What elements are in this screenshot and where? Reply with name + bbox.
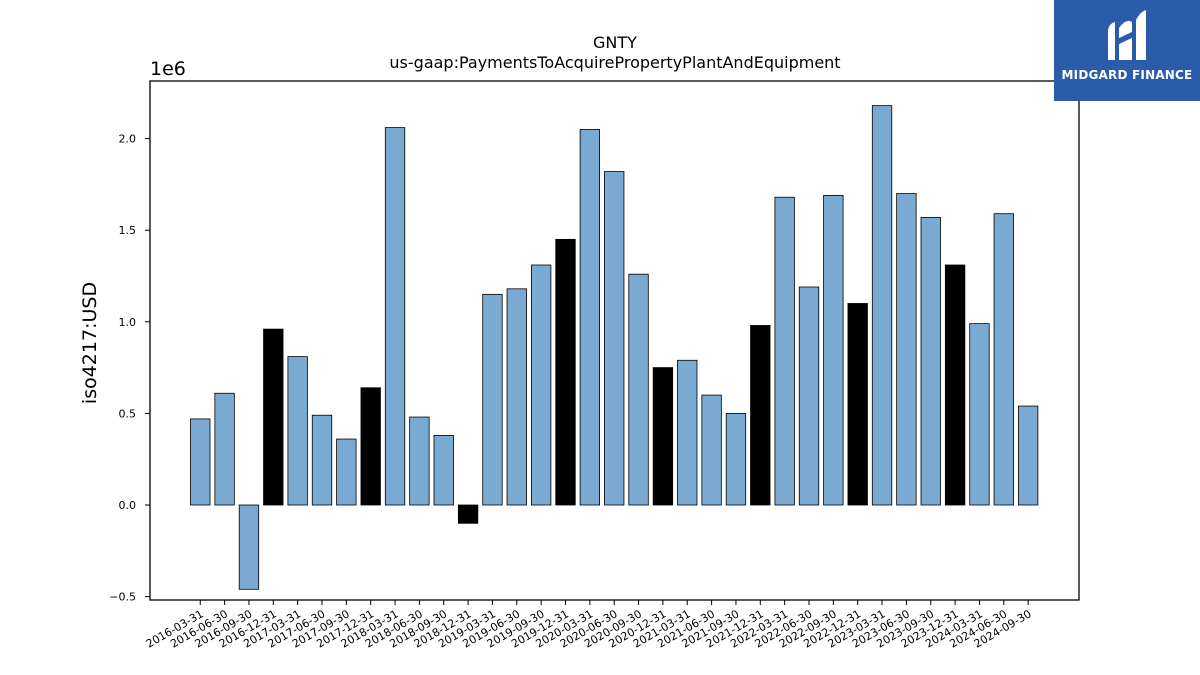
bar-2017-12-31 bbox=[360, 387, 381, 506]
bar-2017-06-30 bbox=[311, 414, 333, 506]
x-axis-ticks: 2016-03-312016-06-302016-09-302016-12-31… bbox=[144, 600, 1034, 651]
bar-2022-09-30 bbox=[823, 194, 844, 506]
bar-2022-12-31 bbox=[847, 303, 868, 506]
bar-2023-12-31 bbox=[944, 264, 966, 506]
bar-2024-03-31 bbox=[969, 323, 990, 506]
bar-2020-09-30 bbox=[628, 273, 649, 506]
bar-2019-03-31 bbox=[482, 293, 503, 506]
bar-2020-12-31 bbox=[652, 367, 674, 506]
chart-title: GNTY bbox=[593, 33, 637, 52]
bar-2019-09-30 bbox=[531, 264, 552, 506]
bar-2017-03-31 bbox=[287, 356, 308, 506]
bar-2016-06-30 bbox=[214, 392, 235, 506]
bars-group bbox=[190, 105, 1039, 590]
y-axis-ticks: −0.5 0.0 0.5 1.0 1.5 2.0 bbox=[109, 133, 150, 604]
y-tick-label: 0.5 bbox=[119, 407, 137, 420]
y-tick-label: 0.0 bbox=[119, 499, 137, 512]
y-tick-label: 2.0 bbox=[119, 133, 137, 146]
y-tick-label: 1.0 bbox=[119, 316, 137, 329]
bar-2022-06-30 bbox=[798, 286, 820, 506]
bar-2016-03-31 bbox=[190, 418, 211, 506]
bar-2024-09-30 bbox=[1018, 405, 1039, 506]
bar-2020-06-30 bbox=[604, 171, 625, 506]
bar-2016-12-31 bbox=[263, 328, 284, 506]
bar-2019-06-30 bbox=[506, 288, 527, 506]
bar-2024-06-30 bbox=[993, 213, 1014, 506]
bar-2023-03-31 bbox=[871, 105, 893, 506]
midgard-finance-logo: MIDGARD FINANCE bbox=[1054, 0, 1200, 101]
bar-2019-12-31 bbox=[555, 238, 576, 506]
bar-2023-06-30 bbox=[896, 193, 917, 506]
bar-2022-03-31 bbox=[774, 196, 795, 506]
bar-2020-03-31 bbox=[579, 129, 600, 506]
bar-2023-09-30 bbox=[920, 216, 941, 506]
plot-frame bbox=[149, 80, 1080, 601]
bar-2018-06-30 bbox=[409, 416, 430, 506]
bar-2018-12-31 bbox=[457, 504, 479, 524]
bar-2016-09-30 bbox=[238, 504, 260, 590]
bar-2018-03-31 bbox=[384, 127, 406, 506]
bar-2018-09-30 bbox=[433, 434, 454, 506]
bar-2021-03-31 bbox=[677, 359, 698, 506]
bar-2021-12-31 bbox=[750, 325, 771, 506]
chart-subtitle: us-gaap:PaymentsToAcquirePropertyPlantAn… bbox=[389, 53, 840, 72]
y-offset-label: 1e6 bbox=[150, 58, 186, 80]
logo-text: MIDGARD FINANCE bbox=[1061, 68, 1193, 82]
bar-2021-06-30 bbox=[701, 394, 722, 506]
y-tick-label: −0.5 bbox=[109, 591, 136, 604]
bar-2021-09-30 bbox=[725, 412, 747, 506]
midgard-logo-mark-icon bbox=[1108, 10, 1146, 60]
bar-2017-09-30 bbox=[336, 438, 357, 506]
y-axis-label: iso4217:USD bbox=[79, 282, 101, 404]
y-tick-label: 1.5 bbox=[119, 224, 137, 237]
